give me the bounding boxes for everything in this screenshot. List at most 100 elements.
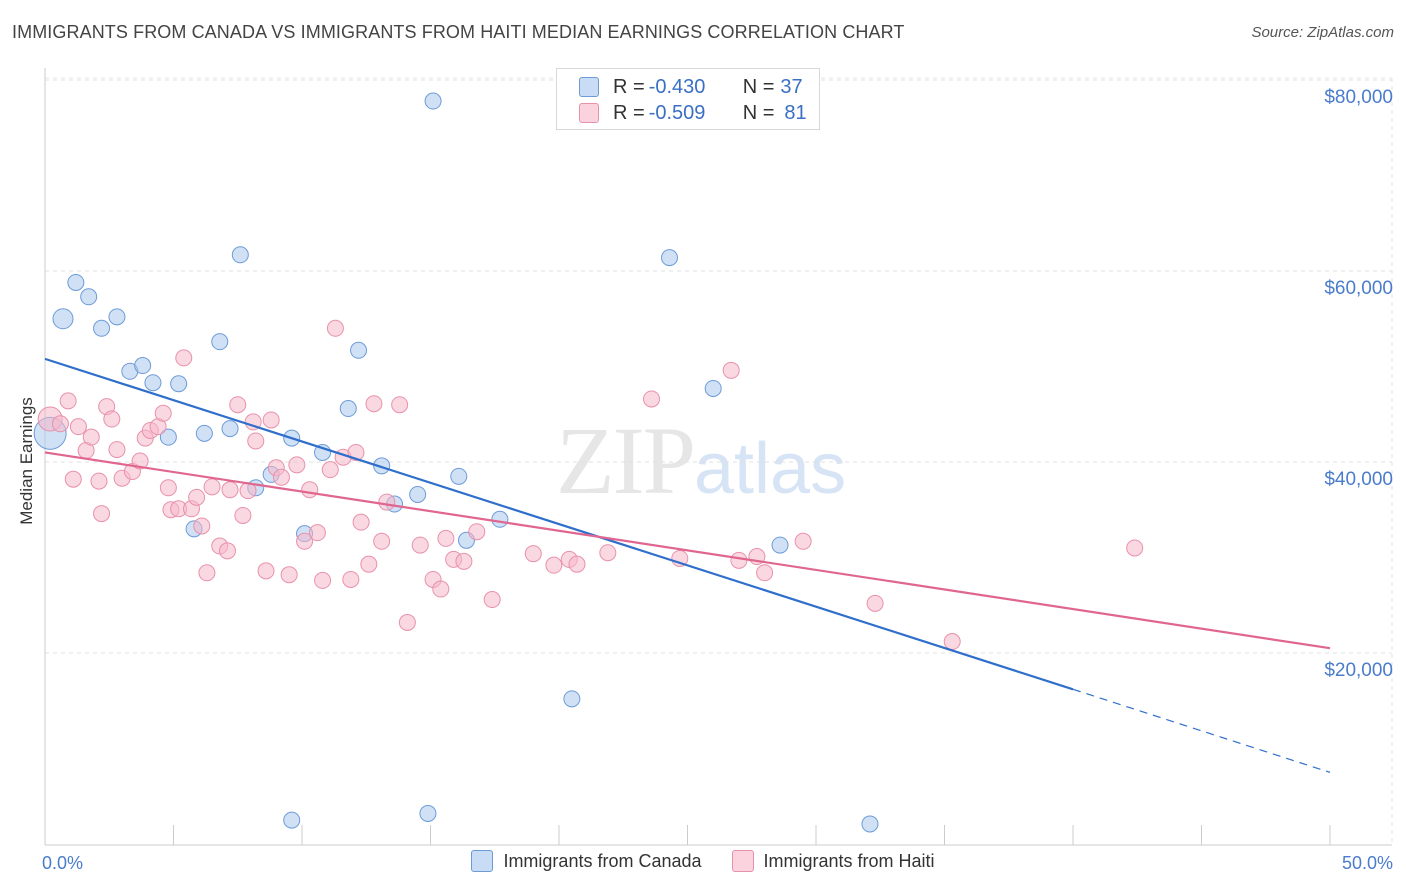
x-tick-label-min: 0.0% <box>42 853 83 873</box>
haiti-point <box>90 472 108 490</box>
canada-point <box>144 374 162 392</box>
haiti-point <box>398 613 416 631</box>
haiti-point <box>257 562 275 580</box>
haiti-point <box>545 556 563 574</box>
haiti-point <box>301 481 319 499</box>
haiti-point <box>175 349 193 367</box>
haiti-point <box>103 410 121 428</box>
haiti-r-label: R = <box>613 101 645 124</box>
y-tick-label-1: $40,000 <box>1324 469 1393 490</box>
stats-legend: R = -0.430 N = 37 R = -0.509 N = 81 <box>556 68 820 130</box>
haiti-point <box>756 564 774 582</box>
haiti-point <box>188 488 206 506</box>
haiti-point <box>378 493 396 511</box>
haiti-point <box>314 571 332 589</box>
canada-point <box>52 308 74 330</box>
haiti-point <box>1126 539 1144 557</box>
haiti-point <box>943 633 961 651</box>
haiti-point <box>159 479 177 497</box>
legend-haiti-label: Immigrants from Haiti <box>763 850 935 871</box>
haiti-point <box>568 555 586 573</box>
haiti-point <box>360 555 378 573</box>
canada-point <box>170 375 188 393</box>
haiti-point <box>288 456 306 474</box>
haiti-point <box>437 529 455 547</box>
haiti-point <box>64 470 82 488</box>
haiti-point <box>373 532 391 550</box>
canada-point <box>283 811 301 829</box>
haiti-point <box>468 523 486 541</box>
y-tick-label-3: $80,000 <box>1324 87 1393 108</box>
canada-point <box>491 510 509 528</box>
haiti-point <box>352 513 370 531</box>
haiti-point <box>131 452 149 470</box>
watermark: ZIPatlas <box>556 405 846 516</box>
canada-point <box>67 273 85 291</box>
haiti-point <box>722 361 740 379</box>
haiti-point <box>411 536 429 554</box>
canada-r-label: R = <box>613 75 645 98</box>
canada-point <box>108 308 126 326</box>
canada-n-label: N = <box>742 75 775 98</box>
canada-trend-line <box>44 357 1074 691</box>
haiti-point <box>794 532 812 550</box>
haiti-point <box>93 505 111 523</box>
haiti-point <box>244 413 262 431</box>
legend-item-canada[interactable]: Immigrants from Canada <box>471 850 702 872</box>
haiti-r-value: -0.509 <box>648 101 706 124</box>
haiti-point <box>203 478 221 496</box>
legend-haiti-swatch <box>731 850 754 872</box>
canada-point <box>350 341 368 359</box>
canada-swatch <box>579 77 599 97</box>
canada-r-value: -0.430 <box>648 75 706 98</box>
haiti-point <box>59 392 77 410</box>
canada-point <box>563 690 581 708</box>
haiti-swatch <box>579 103 599 123</box>
x-tick-label-max: 50.0% <box>1342 853 1393 873</box>
haiti-point <box>51 415 69 433</box>
watermark-zip: ZIP <box>556 407 696 514</box>
canada-point <box>339 400 357 418</box>
haiti-point <box>218 542 236 560</box>
legend-item-haiti[interactable]: Immigrants from Haiti <box>731 850 935 872</box>
haiti-point <box>365 395 383 413</box>
canada-point <box>419 804 437 822</box>
bottom-legend: Immigrants from Canada Immigrants from H… <box>0 850 1406 872</box>
haiti-point <box>247 432 265 450</box>
legend-canada-swatch <box>471 850 494 872</box>
canada-point <box>409 485 427 503</box>
canada-point <box>134 357 152 375</box>
haiti-point <box>280 566 298 584</box>
haiti-point <box>82 428 100 446</box>
haiti-point <box>296 532 314 550</box>
haiti-point <box>308 524 326 542</box>
haiti-n-label: N = <box>742 101 775 124</box>
legend-canada-label: Immigrants from Canada <box>503 850 702 871</box>
haiti-point <box>221 481 239 499</box>
stats-row-haiti: R = -0.509 N = 81 <box>579 100 807 126</box>
canada-point <box>704 379 722 397</box>
chart-title: IMMIGRANTS FROM CANADA VS IMMIGRANTS FRO… <box>12 22 905 42</box>
y-axis-label: Median Earnings <box>17 397 36 525</box>
canada-point <box>424 92 442 110</box>
haiti-trend-line <box>44 451 1331 650</box>
haiti-point <box>198 564 216 582</box>
haiti-point <box>262 411 280 429</box>
haiti-point <box>730 551 748 569</box>
haiti-point <box>524 545 542 563</box>
haiti-point <box>272 468 290 486</box>
haiti-point <box>643 390 661 408</box>
haiti-point <box>234 506 252 524</box>
canada-trend-extension <box>1072 688 1331 773</box>
haiti-point <box>229 396 247 414</box>
y-tick-label-2: $60,000 <box>1324 278 1393 299</box>
canada-point <box>450 467 468 485</box>
stats-row-canada: R = -0.430 N = 37 <box>579 74 803 100</box>
haiti-point <box>326 319 344 337</box>
canada-point <box>221 420 239 438</box>
canada-point <box>231 246 249 264</box>
haiti-point <box>154 404 172 422</box>
canada-point <box>80 288 98 306</box>
watermark-atlas: atlas <box>694 429 847 509</box>
haiti-point <box>321 461 339 479</box>
